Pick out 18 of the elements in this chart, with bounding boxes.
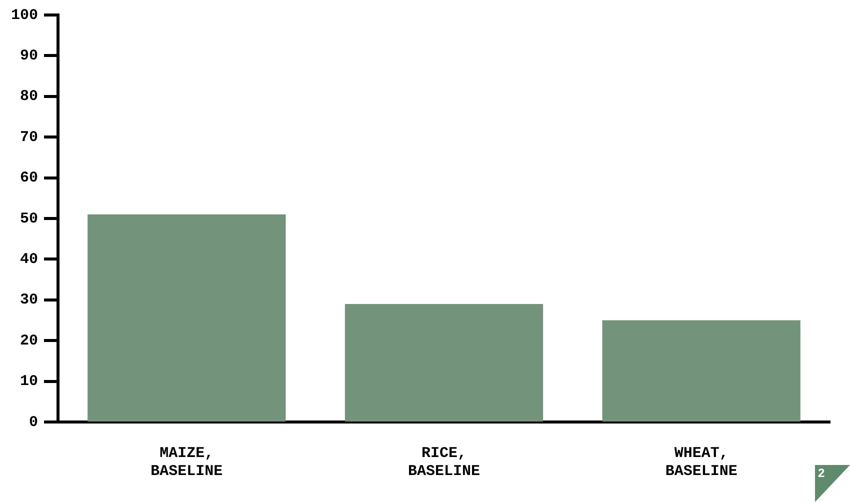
bar [602, 320, 800, 422]
y-tick-label: 60 [20, 170, 38, 187]
y-tick-label: 30 [20, 292, 38, 309]
y-tick-label: 40 [20, 250, 38, 268]
text: 2 [818, 466, 825, 480]
y-tick-label: 20 [20, 332, 38, 350]
y-tick-label: 0 [28, 414, 38, 431]
bar [88, 214, 286, 422]
x-tick-label: RICE, BASELINE [408, 444, 480, 480]
y-tick-label: 50 [20, 210, 38, 228]
x-tick-label: WHEAT, BASELINE [665, 444, 738, 480]
y-tick-label: 70 [20, 128, 38, 146]
x-tick-label: MAIZE, BASELINE [150, 444, 223, 480]
bar [344, 304, 544, 422]
y-tick-label: 10 [20, 373, 38, 390]
y-tick-label: 80 [20, 88, 38, 106]
y-tick-label: 90 [20, 47, 38, 64]
y-tick-label: 100 [10, 6, 38, 24]
